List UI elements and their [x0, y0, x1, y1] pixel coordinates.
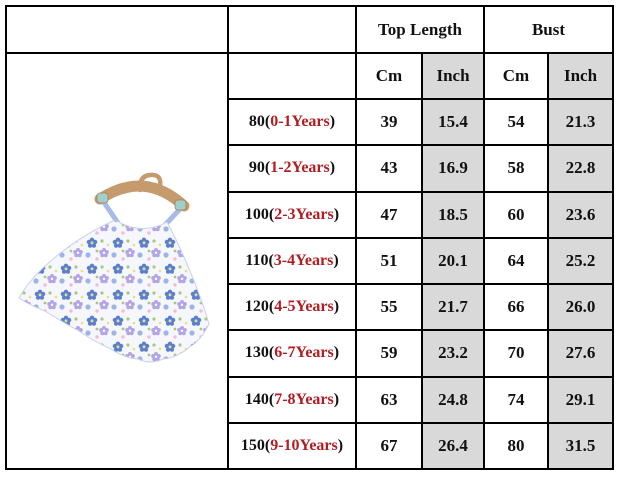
left-strap — [100, 198, 121, 226]
bust-cm-value: 70 — [483, 329, 549, 378]
size-number: 120( — [244, 298, 275, 316]
bust-cm-value: 66 — [483, 282, 549, 332]
right-strap-clip — [174, 199, 187, 211]
bust-inch-value: 29.1 — [546, 375, 615, 424]
top-length-inch-value: 23.2 — [421, 329, 485, 378]
size-number: 110( — [245, 251, 274, 269]
unit-header-top-length-inch: Inch — [421, 52, 485, 100]
top-length-inch-value: 18.5 — [421, 190, 485, 239]
size-label: 130(6-7Years) — [227, 329, 357, 378]
right-strap — [162, 205, 184, 228]
age-range: 6-7Years — [274, 344, 334, 362]
size-label: 110(3-4Years) — [227, 236, 357, 286]
unit-header-bust-inch: Inch — [546, 52, 615, 100]
group-header-row: Top Length Bust — [5, 5, 615, 54]
bust-inch-value: 23.6 — [546, 190, 615, 239]
top-length-cm-value: 67 — [355, 421, 423, 471]
unit-header-top-length-cm: Cm — [355, 52, 423, 100]
bust-cm-value: 74 — [483, 375, 549, 424]
size-label-close: ) — [333, 344, 340, 362]
top-length-inch-value: 15.4 — [421, 97, 485, 147]
group-header-top-length: Top Length — [355, 5, 485, 54]
left-strap-clip — [96, 192, 109, 204]
top-length-cm-value: 55 — [355, 282, 423, 332]
top-length-cm-value: 47 — [355, 190, 423, 239]
age-range: 4-5Years — [274, 298, 334, 316]
size-row-130: 130(6-7Years) 59 23.2 70 27.6 — [6, 329, 615, 378]
age-range: 1-2Years — [270, 159, 330, 177]
age-range: 2-3Years — [274, 205, 334, 223]
bust-inch-value: 27.6 — [546, 329, 615, 378]
size-label-close: ) — [333, 205, 340, 223]
dress-body — [18, 219, 210, 363]
dress-photo — [18, 172, 210, 363]
top-length-cm-value: 59 — [355, 329, 423, 378]
top-length-inch-value: 21.7 — [421, 282, 485, 332]
size-number: 130( — [244, 344, 275, 362]
unit-header-bust-cm: Cm — [483, 52, 549, 100]
size-number: 90( — [248, 159, 271, 177]
hanger-bar — [94, 180, 190, 212]
size-row-100: 100(2-3Years) 47 18.5 60 23.6 — [6, 190, 615, 239]
empty-unit-label-cell — [227, 52, 357, 100]
empty-corner-cell — [5, 5, 229, 54]
size-label-close: ) — [333, 390, 340, 408]
size-label-close: ) — [329, 159, 336, 177]
size-row-80: 80(0-1Years) 39 15.4 54 21.3 — [6, 97, 615, 147]
age-range: 0-1Years — [270, 113, 330, 131]
size-label: 100(2-3Years) — [227, 190, 357, 239]
top-length-cm-value: 51 — [355, 236, 423, 286]
top-length-cm-value: 39 — [355, 97, 423, 147]
bust-inch-value: 26.0 — [546, 282, 615, 332]
size-row-90: 90(1-2Years) 43 16.9 58 22.8 — [6, 144, 615, 193]
top-length-cm-value: 63 — [355, 375, 423, 424]
size-label: 140(7-8Years) — [227, 375, 357, 424]
age-range: 9-10Years — [270, 436, 338, 454]
size-label-close: ) — [329, 113, 336, 131]
size-number: 150( — [240, 436, 271, 454]
top-length-inch-value: 16.9 — [421, 144, 485, 193]
size-row-140: 140(7-8Years) 63 24.8 74 29.1 — [6, 375, 615, 424]
top-length-inch-value: 24.8 — [421, 375, 485, 424]
size-number: 80( — [248, 113, 271, 131]
size-number: 140( — [244, 390, 275, 408]
size-label-close: ) — [333, 251, 339, 269]
bust-inch-value: 22.8 — [546, 144, 615, 193]
age-range: 7-8Years — [274, 390, 334, 408]
bust-cm-value: 80 — [483, 421, 549, 471]
empty-size-header-cell — [227, 5, 357, 54]
size-row-150: 150(9-10Years) 67 26.4 80 31.5 — [6, 421, 615, 471]
size-label-close: ) — [333, 298, 340, 316]
group-header-bust: Bust — [482, 5, 615, 54]
size-chart-table: Top Length Bust — [5, 5, 615, 471]
bust-cm-value: 58 — [483, 144, 549, 193]
size-label: 90(1-2Years) — [227, 144, 357, 193]
top-length-cm-value: 43 — [355, 144, 423, 193]
size-label: 150(9-10Years) — [227, 421, 357, 471]
product-photo-cell — [5, 52, 229, 470]
size-label: 120(4-5Years) — [227, 282, 357, 332]
size-row-110: 110(3-4Years) 51 20.1 64 25.2 — [6, 236, 615, 286]
unit-header-row: Cm Inch Cm Inch — [5, 52, 615, 470]
top-length-inch-value: 26.4 — [421, 421, 485, 471]
size-label: 80(0-1Years) — [227, 97, 357, 147]
bust-inch-value: 21.3 — [546, 97, 615, 147]
bust-inch-value: 31.5 — [546, 421, 615, 471]
size-number: 100( — [244, 205, 275, 223]
bust-cm-value: 60 — [483, 190, 549, 239]
bust-inch-value: 25.2 — [546, 236, 615, 286]
bust-cm-value: 64 — [483, 236, 549, 286]
size-label-close: ) — [337, 436, 344, 454]
size-row-120: 120(4-5Years) 55 21.7 66 26.0 — [6, 282, 615, 332]
age-range: 3-4Years — [273, 251, 334, 269]
top-length-inch-value: 20.1 — [421, 236, 485, 286]
bust-cm-value: 54 — [483, 97, 549, 147]
